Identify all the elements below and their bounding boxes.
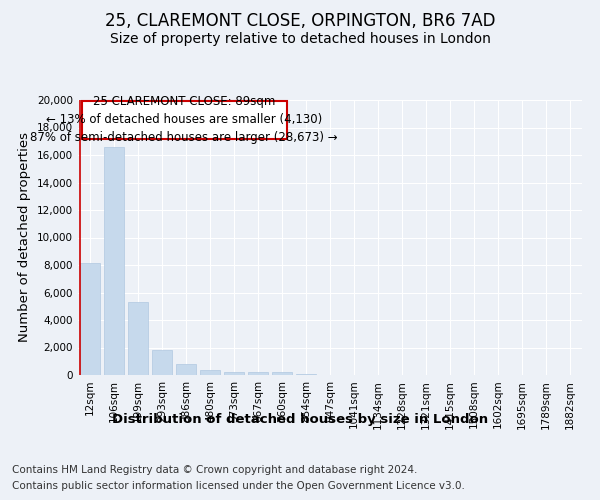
Bar xyxy=(200,370,220,375)
Bar xyxy=(176,364,196,375)
Bar xyxy=(152,350,172,375)
Bar xyxy=(296,374,316,375)
Bar xyxy=(272,372,292,375)
Bar xyxy=(248,372,268,375)
Text: Contains HM Land Registry data © Crown copyright and database right 2024.: Contains HM Land Registry data © Crown c… xyxy=(12,465,418,475)
Text: Distribution of detached houses by size in London: Distribution of detached houses by size … xyxy=(112,412,488,426)
Text: 25 CLAREMONT CLOSE: 89sqm
← 13% of detached houses are smaller (4,130)
87% of se: 25 CLAREMONT CLOSE: 89sqm ← 13% of detac… xyxy=(31,95,338,144)
Text: Size of property relative to detached houses in London: Size of property relative to detached ho… xyxy=(110,32,490,46)
Bar xyxy=(80,263,100,375)
Bar xyxy=(82,100,287,138)
Text: Contains public sector information licensed under the Open Government Licence v3: Contains public sector information licen… xyxy=(12,481,465,491)
Y-axis label: Number of detached properties: Number of detached properties xyxy=(19,132,31,342)
Bar xyxy=(128,302,148,375)
Text: 25, CLAREMONT CLOSE, ORPINGTON, BR6 7AD: 25, CLAREMONT CLOSE, ORPINGTON, BR6 7AD xyxy=(105,12,495,30)
Bar xyxy=(224,372,244,375)
Bar xyxy=(104,148,124,375)
